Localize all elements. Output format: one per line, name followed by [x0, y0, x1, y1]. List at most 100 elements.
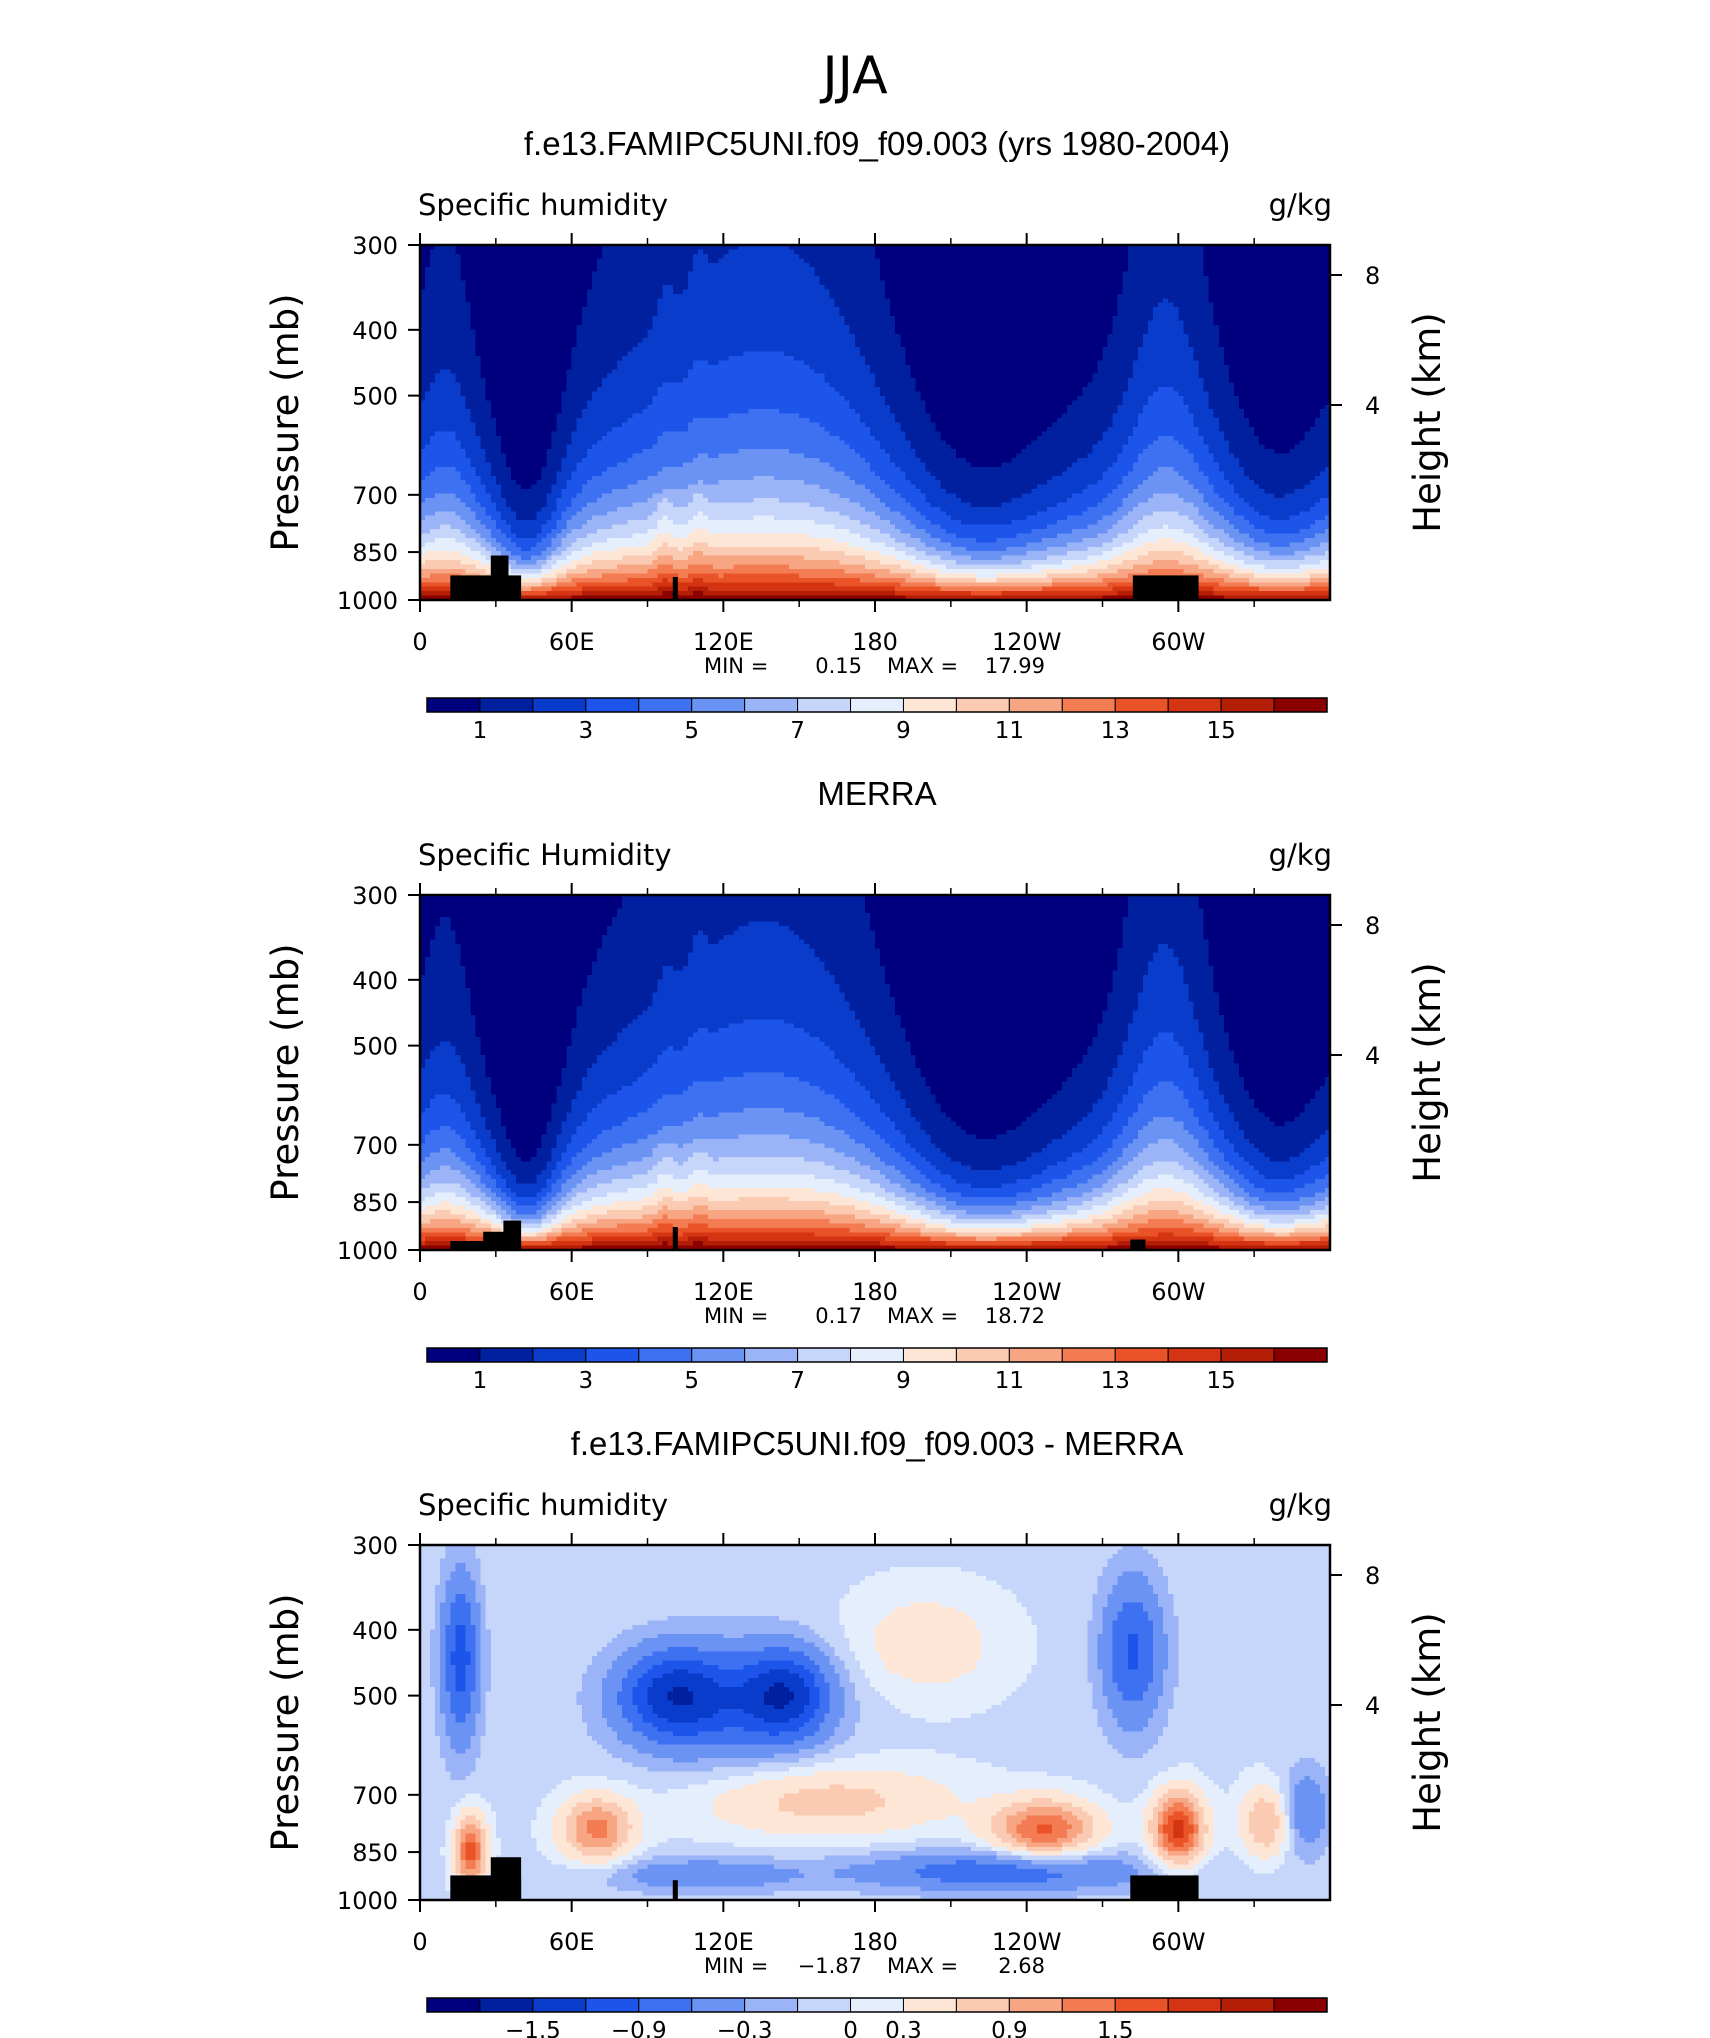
colorbar-swatch: [850, 697, 904, 713]
colorbar-swatch: [1061, 697, 1116, 713]
min-label: MIN =: [704, 1954, 768, 1978]
y-tick-label: 300: [352, 232, 398, 260]
panel-title: f.e13.FAMIPC5UNI.f09_f09.003 (yrs 1980-2…: [524, 125, 1230, 162]
colorbar-label: 13: [1101, 1368, 1130, 1394]
y-tick-label: 850: [352, 1189, 398, 1217]
colorbar-label: 3: [579, 1368, 594, 1394]
colorbar-label: 0: [843, 2018, 858, 2038]
colorbar-swatch: [426, 1997, 481, 2013]
colorbar-swatch: [691, 697, 746, 713]
x-tick-label: 120W: [992, 628, 1062, 656]
panel-title: f.e13.FAMIPC5UNI.f09_f09.003 - MERRA: [571, 1425, 1184, 1462]
colorbar-swatch: [955, 1347, 1010, 1363]
topography-block: [490, 555, 509, 600]
x-tick-label: 60W: [1151, 1278, 1205, 1306]
x-tick-label: 0: [412, 628, 427, 656]
colorbar-swatch: [479, 697, 534, 713]
y-right-tick-label: 4: [1365, 1042, 1380, 1070]
colorbar-swatch: [797, 697, 852, 713]
colorbar-swatch: [797, 1997, 852, 2013]
colorbar-swatch: [1008, 1347, 1063, 1363]
colorbar-label: 9: [896, 718, 911, 744]
y-right-tick-label: 8: [1365, 1562, 1380, 1590]
y-right-tick-label: 8: [1365, 262, 1380, 290]
y-tick-label: 700: [352, 482, 398, 510]
y-right-tick-label: 4: [1365, 392, 1380, 420]
topography-block: [1130, 1875, 1199, 1900]
colorbar-swatch: [585, 1347, 640, 1363]
figure-title: JJA: [819, 46, 888, 106]
topography-block: [1132, 575, 1199, 600]
colorbar-swatch: [585, 1997, 640, 2013]
y-tick-label: 300: [352, 1532, 398, 1560]
colorbar: −1.5 −0.9 −0.3 0 0.3 0.9 1.5: [426, 1997, 1328, 2038]
colorbar-label: 11: [995, 1368, 1024, 1394]
y-tick-label: 1000: [337, 1237, 398, 1265]
colorbar-swatch: [744, 697, 799, 713]
x-tick-label: 180: [852, 1278, 898, 1306]
colorbar-swatch: [1114, 1997, 1169, 2013]
colorbar-label: 0.3: [885, 2018, 922, 2038]
topography-block: [672, 1880, 678, 1900]
colorbar-swatch: [744, 1347, 799, 1363]
x-tick-label: 60E: [549, 1278, 595, 1306]
y-tick-label: 400: [352, 317, 398, 345]
colorbar-label: 7: [790, 718, 805, 744]
y-tick-label: 300: [352, 882, 398, 910]
topography-block: [450, 575, 522, 600]
colorbar-swatch: [532, 1997, 587, 2013]
colorbar-swatch: [955, 1997, 1010, 2013]
y-tick-label: 500: [352, 1683, 398, 1711]
y-tick-label: 500: [352, 1033, 398, 1061]
colorbar-frame: [426, 1997, 1328, 2013]
y-tick-label: 850: [352, 539, 398, 567]
min-value: 0.17: [815, 1304, 862, 1328]
max-label: MAX =: [887, 1954, 958, 1978]
variable-label: Specific humidity: [418, 188, 668, 222]
colorbar-label: 7: [790, 1368, 805, 1394]
colorbar-swatch: [1008, 697, 1063, 713]
colorbar: 1 3 5 7 9 11 13 15: [426, 1347, 1328, 1394]
max-label: MAX =: [887, 1304, 958, 1328]
colorbar-label: −0.3: [717, 2018, 773, 2038]
colorbar-frame: [426, 697, 1328, 713]
y-right-tick-label: 4: [1365, 1692, 1380, 1720]
colorbar-swatch: [585, 697, 640, 713]
colorbar-swatch: [797, 1347, 852, 1363]
contour-field: [420, 245, 1331, 601]
x-tick-label: 120E: [693, 628, 754, 656]
x-tick-label: 180: [852, 628, 898, 656]
topography-block: [672, 577, 678, 600]
colorbar-swatch: [1167, 1997, 1222, 2013]
colorbar-label: 3: [579, 718, 594, 744]
x-tick-label: 60E: [549, 1928, 595, 1956]
units-label: g/kg: [1269, 188, 1332, 222]
colorbar-swatch: [1008, 1997, 1063, 2013]
y-right-axis-title: Height (km): [1406, 312, 1449, 532]
colorbar-swatch: [1061, 1997, 1116, 2013]
colorbar-label: 0.9: [991, 2018, 1028, 2038]
y-right-axis-title: Height (km): [1406, 1612, 1449, 1832]
topography-block: [490, 1857, 522, 1900]
y-tick-label: 850: [352, 1839, 398, 1867]
colorbar-swatch: [1273, 1347, 1328, 1363]
units-label: g/kg: [1269, 838, 1332, 872]
variable-label: Specific Humidity: [418, 838, 672, 872]
y-tick-label: 500: [352, 383, 398, 411]
topography-block: [503, 1220, 522, 1250]
min-label: MIN =: [704, 1304, 768, 1328]
x-tick-label: 60E: [549, 628, 595, 656]
max-value: 17.99: [985, 654, 1045, 678]
colorbar-swatch: [902, 697, 957, 713]
min-value: 0.15: [815, 654, 862, 678]
min-label: MIN =: [704, 654, 768, 678]
colorbar-swatch: [691, 1997, 746, 2013]
contour-field: [420, 1545, 1331, 1901]
colorbar-swatch: [1273, 697, 1328, 713]
colorbar-swatch: [532, 697, 587, 713]
chart-panel-3: f.e13.FAMIPC5UNI.f09_f09.003 - MERRA Spec…: [264, 1425, 1449, 2038]
x-tick-label: 120E: [693, 1278, 754, 1306]
colorbar-swatch: [691, 1347, 746, 1363]
colorbar-swatch: [1114, 1347, 1169, 1363]
